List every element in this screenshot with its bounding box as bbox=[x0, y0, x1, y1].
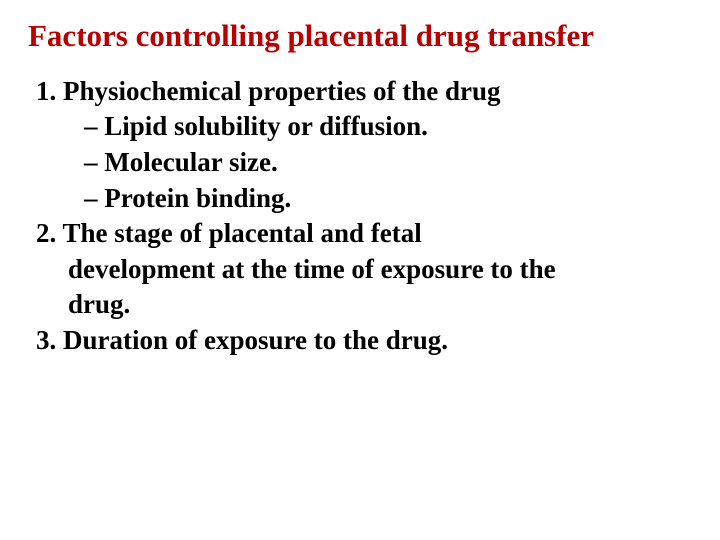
list-item-3: 3. Duration of exposure to the drug. bbox=[28, 323, 692, 359]
slide-body: 1. Physiochemical properties of the drug… bbox=[28, 74, 692, 359]
item-number: 3. bbox=[36, 325, 56, 355]
item-text: The stage of placental and fetal bbox=[63, 218, 422, 248]
list-subitem-1b: – Molecular size. bbox=[28, 145, 692, 181]
slide: Factors controlling placental drug trans… bbox=[0, 0, 720, 540]
subitem-text: Molecular size. bbox=[104, 147, 277, 177]
dash-icon: – bbox=[84, 147, 98, 177]
item-text: Duration of exposure to the drug. bbox=[63, 325, 448, 355]
subitem-text: Lipid solubility or diffusion. bbox=[104, 111, 428, 141]
item-number: 2. bbox=[36, 218, 56, 248]
list-item-1: 1. Physiochemical properties of the drug bbox=[28, 74, 692, 110]
item-number: 1. bbox=[36, 76, 56, 106]
list-subitem-1c: – Protein binding. bbox=[28, 181, 692, 217]
list-subitem-1a: – Lipid solubility or diffusion. bbox=[28, 109, 692, 145]
list-item-2-line2: development at the time of exposure to t… bbox=[28, 252, 692, 288]
list-item-2-line3: drug. bbox=[28, 287, 692, 323]
subitem-text: Protein binding. bbox=[104, 183, 291, 213]
list-item-2-line1: 2. The stage of placental and fetal bbox=[28, 216, 692, 252]
item-text: Physiochemical properties of the drug bbox=[63, 76, 500, 106]
slide-title: Factors controlling placental drug trans… bbox=[28, 18, 692, 54]
dash-icon: – bbox=[84, 183, 98, 213]
dash-icon: – bbox=[84, 111, 98, 141]
